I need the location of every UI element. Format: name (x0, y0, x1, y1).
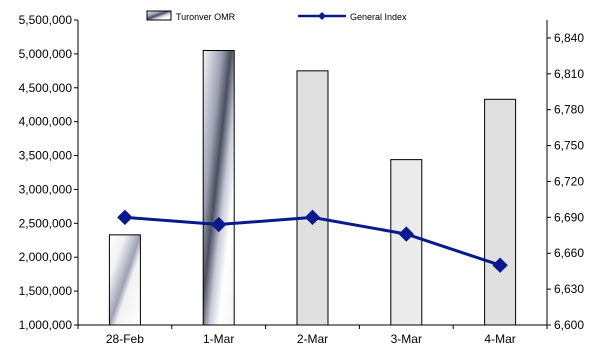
right-tick-label: 6,600 (554, 318, 584, 332)
legend: Turonver OMR General Index (146, 10, 407, 22)
tick-labels: 1,000,000 1,500,000 2,000,000 2,500,000 3,00… (19, 13, 585, 346)
bar (108, 234, 141, 326)
line-point (210, 216, 227, 233)
left-tick-label: 1,000,000 (19, 318, 73, 332)
right-tick-label: 6,660 (554, 246, 584, 260)
right-tick-label: 6,720 (554, 174, 584, 188)
line-point (117, 209, 133, 226)
legend-swatch-bar (146, 10, 172, 21)
left-tick-label: 1,500,000 (19, 284, 73, 298)
left-tick-label: 5,000,000 (19, 47, 73, 61)
line-point (398, 226, 415, 242)
left-tick-label: 5,500,000 (19, 13, 73, 27)
right-tick-label: 6,630 (554, 282, 584, 296)
left-tick-label: 4,500,000 (19, 81, 73, 95)
bar (202, 50, 235, 326)
line-series (117, 209, 508, 273)
left-tick-label: 3,500,000 (19, 149, 73, 163)
left-tick-label: 2,500,000 (19, 216, 73, 230)
left-tick-label: 2,000,000 (19, 250, 73, 264)
x-tick-label: 1-Mar (203, 332, 234, 346)
x-tick-label: 2-Mar (297, 332, 328, 346)
right-tick-label: 6,750 (554, 139, 584, 153)
bar (390, 159, 423, 326)
x-tick-label: 3-Mar (391, 332, 422, 346)
bar-series (108, 50, 517, 326)
left-tick-label: 3,000,000 (19, 182, 73, 196)
right-tick-label: 6,840 (554, 31, 584, 45)
right-tick-label: 6,780 (554, 103, 584, 117)
left-tick-label: 4,000,000 (19, 115, 73, 129)
bar (484, 98, 517, 326)
legend-label-turnover: Turonver OMR (176, 12, 236, 22)
legend-swatch-marker (318, 12, 326, 20)
bar (296, 70, 329, 326)
line-point (492, 257, 508, 273)
right-tick-label: 6,810 (554, 67, 584, 81)
x-tick-label: 4-Mar (484, 332, 515, 346)
right-tick-label: 6,690 (554, 210, 584, 224)
legend-label-general-index: General Index (350, 12, 407, 22)
line-point (304, 209, 321, 226)
x-tick-label: 28-Feb (106, 332, 144, 346)
